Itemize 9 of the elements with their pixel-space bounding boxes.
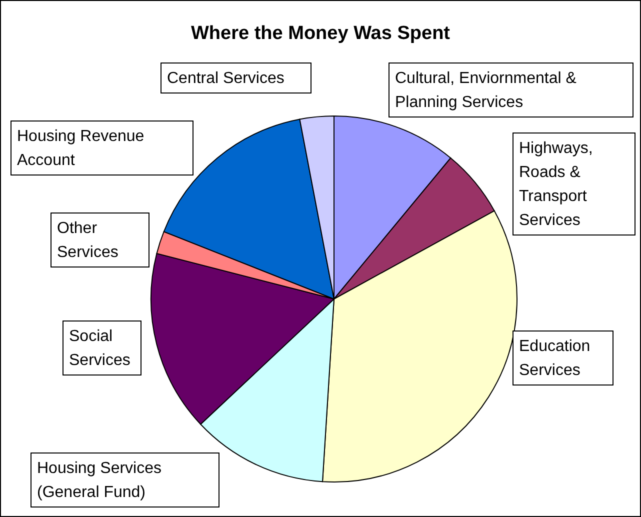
slice-label: Central Services [167, 70, 284, 87]
slice-label: Education Services [519, 338, 590, 379]
slice-label: Other Services [57, 220, 118, 261]
slice-label: Cultural, Enviornmental & Planning Services [395, 70, 577, 111]
slice-label: Housing Services (General Fund) [37, 460, 162, 501]
slice-label: Social Services [69, 328, 130, 369]
slice-label: Housing Revenue Account [17, 128, 144, 169]
chart-title: Where the Money Was Spent [190, 23, 451, 45]
slice-label: Highways, Roads & Transport Services [519, 140, 593, 229]
